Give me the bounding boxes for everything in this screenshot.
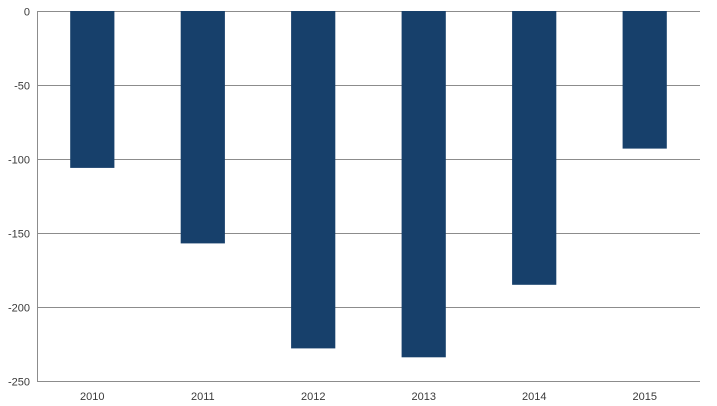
bar-2011 <box>180 11 225 244</box>
x-tick-label: 2011 <box>191 391 215 403</box>
bar-2015 <box>622 11 667 149</box>
x-tick-label: 2014 <box>522 391 546 403</box>
bar-2013 <box>401 11 446 358</box>
x-tick-label: 2012 <box>301 391 325 403</box>
y-tick-label: -250 <box>8 377 30 389</box>
bar-2010 <box>70 11 115 168</box>
gridlines <box>37 11 700 382</box>
y-tick-label: -50 <box>14 81 30 93</box>
x-axis-tick-labels: 2010 2011 2012 2013 2014 2015 <box>80 391 657 403</box>
x-tick-label: 2015 <box>633 391 657 403</box>
x-tick-label: 2013 <box>412 391 436 403</box>
y-axis-tick-labels: 0 -50 -100 -150 -200 -250 <box>8 7 30 389</box>
y-tick-label: -100 <box>8 155 30 167</box>
y-tick-label: -200 <box>8 303 30 315</box>
bars <box>70 11 667 358</box>
bar-2014 <box>512 11 557 285</box>
y-tick-label: 0 <box>24 7 30 19</box>
bar-2012 <box>291 11 336 349</box>
y-tick-label: -150 <box>8 229 30 241</box>
x-tick-label: 2010 <box>80 391 104 403</box>
